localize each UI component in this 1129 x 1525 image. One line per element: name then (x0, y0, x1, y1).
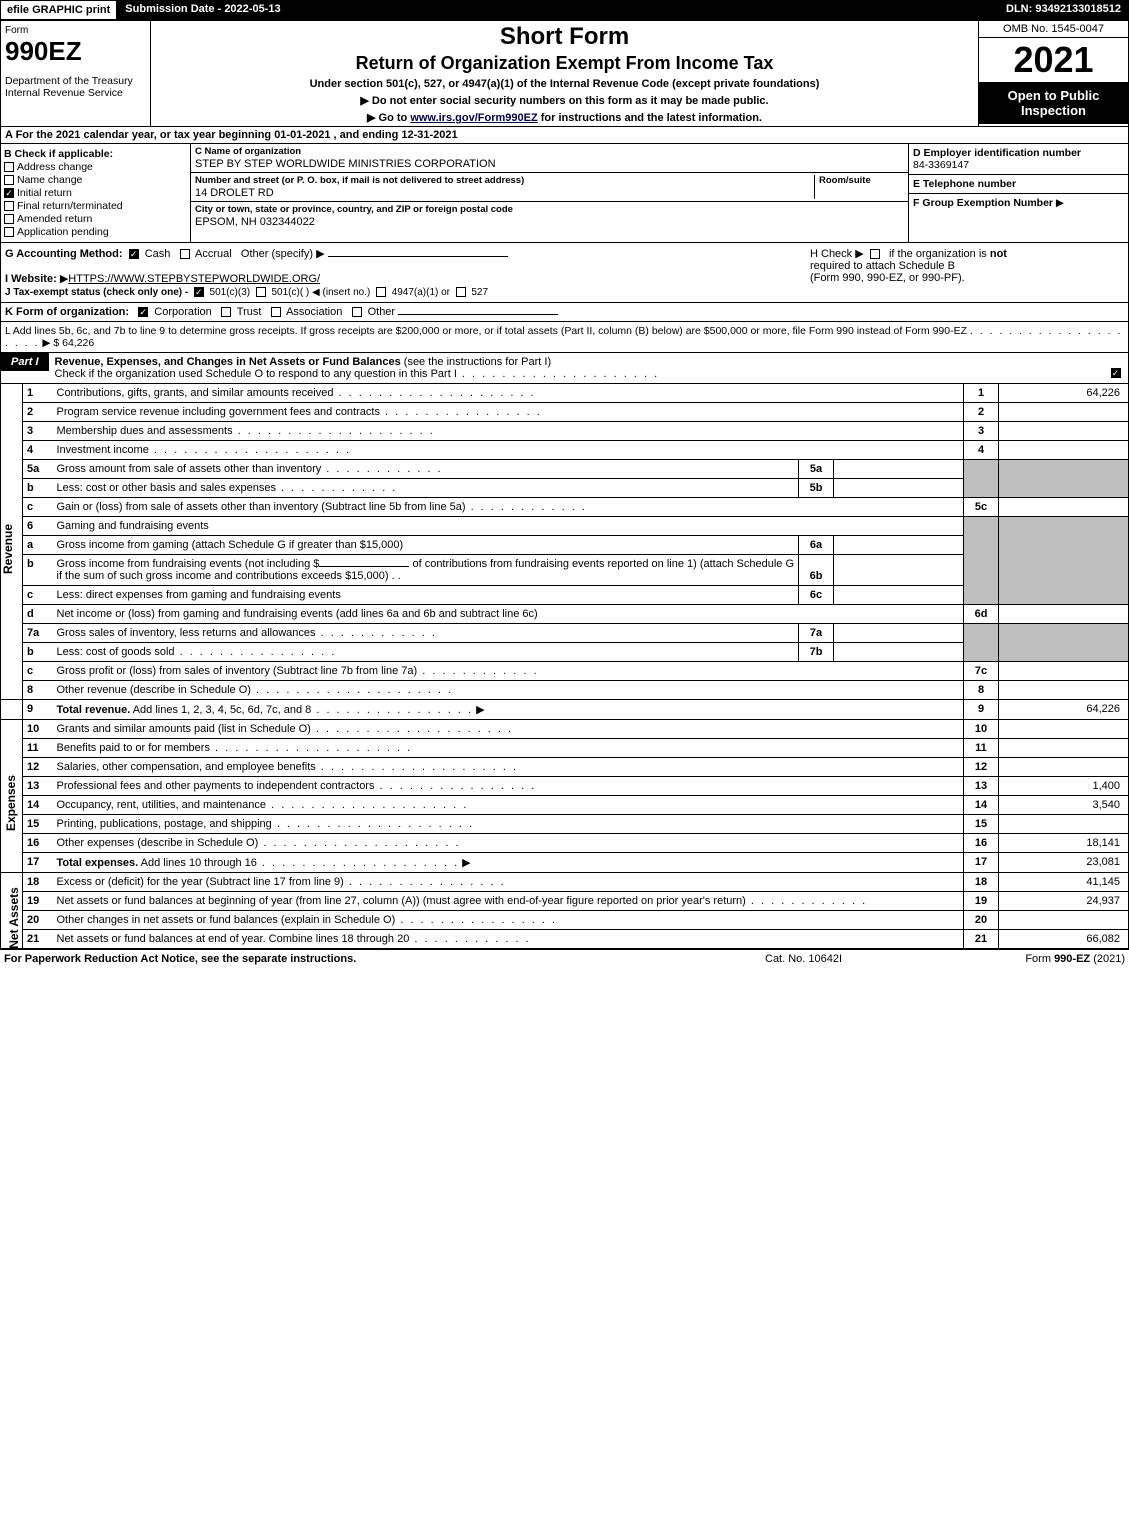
submission-date: Submission Date - 2022-05-13 (117, 0, 288, 20)
ein: 84-3369147 (913, 159, 969, 171)
form-number: 990EZ (5, 36, 146, 67)
check-501c[interactable] (256, 287, 266, 297)
line-18-value: 41,145 (999, 873, 1129, 892)
street-address: 14 DROLET RD (195, 187, 814, 199)
open-to-public: Open to Public Inspection (979, 82, 1128, 124)
page-footer: For Paperwork Reduction Act Notice, see … (0, 949, 1129, 968)
row-k-form-org: K Form of organization: ✓ Corporation Tr… (0, 303, 1129, 322)
box-c-org-name-addr: C Name of organization STEP BY STEP WORL… (191, 144, 908, 242)
check-corporation[interactable]: ✓ (138, 307, 148, 317)
website-url[interactable]: HTTPS://WWW.STEPBYSTEPWORLDWIDE.ORG/ (68, 273, 320, 285)
check-527[interactable] (456, 287, 466, 297)
line-21-value: 66,082 (999, 930, 1129, 949)
return-title: Return of Organization Exempt From Incom… (157, 53, 972, 74)
check-association[interactable] (271, 307, 281, 317)
line-1-value: 64,226 (999, 384, 1129, 403)
gross-receipts-amount: $ 64,226 (53, 337, 94, 349)
top-bar: efile GRAPHIC print Submission Date - 20… (0, 0, 1129, 20)
goto-instructions: ▶ Go to www.irs.gov/Form990EZ for instru… (157, 111, 972, 124)
check-schedule-b[interactable] (870, 249, 880, 259)
revenue-side-label: Revenue (1, 384, 23, 700)
check-schedule-o-part1[interactable]: ✓ (1111, 368, 1121, 378)
part-1-table: Revenue 1 Contributions, gifts, grants, … (0, 384, 1129, 949)
row-l-gross-receipts: L Add lines 5b, 6c, and 7b to line 9 to … (0, 322, 1129, 353)
line-13-value: 1,400 (999, 777, 1129, 796)
check-application-pending[interactable] (4, 227, 14, 237)
row-a-calendar-year: A For the 2021 calendar year, or tax yea… (0, 127, 1129, 144)
efile-print-label[interactable]: efile GRAPHIC print (0, 0, 117, 20)
check-trust[interactable] (221, 307, 231, 317)
line-16-value: 18,141 (999, 834, 1129, 853)
box-b-checkboxes: B Check if applicable: Address change Na… (1, 144, 191, 242)
tax-year: 2021 (979, 38, 1128, 82)
check-amended-return[interactable] (4, 214, 14, 224)
row-g-accounting: G Accounting Method: ✓ Cash Accrual Othe… (0, 243, 1129, 303)
form-word: Form (5, 25, 146, 36)
ssn-warning: Do not enter social security numbers on … (157, 94, 972, 107)
check-4947[interactable] (376, 287, 386, 297)
org-info-grid: B Check if applicable: Address change Na… (0, 144, 1129, 243)
row-h-schedule-b: H Check ▶ if the organization is not req… (804, 247, 1124, 298)
check-initial-return[interactable]: ✓ (4, 188, 14, 198)
department-label: Department of the Treasury Internal Reve… (5, 75, 146, 99)
check-final-return[interactable] (4, 201, 14, 211)
line-14-value: 3,540 (999, 796, 1129, 815)
line-17-value: 23,081 (999, 853, 1129, 873)
check-address-change[interactable] (4, 162, 14, 172)
check-cash[interactable]: ✓ (129, 249, 139, 259)
omb-number: OMB No. 1545-0047 (979, 21, 1128, 38)
part-1-header: Part I Revenue, Expenses, and Changes in… (0, 353, 1129, 384)
short-form-title: Short Form (157, 23, 972, 51)
irs-link[interactable]: www.irs.gov/Form990EZ (410, 112, 537, 124)
expenses-side-label: Expenses (1, 720, 23, 873)
check-accrual[interactable] (180, 249, 190, 259)
dln-label: DLN: 93492133018512 (998, 0, 1129, 20)
under-section: Under section 501(c), 527, or 4947(a)(1)… (157, 78, 972, 90)
org-name: STEP BY STEP WORLDWIDE MINISTRIES CORPOR… (195, 158, 904, 170)
box-d-e-f: D Employer identification number 84-3369… (908, 144, 1128, 242)
check-name-change[interactable] (4, 175, 14, 185)
city-state-zip: EPSOM, NH 032344022 (195, 216, 513, 228)
line-9-value: 64,226 (999, 700, 1129, 720)
check-other-org[interactable] (352, 307, 362, 317)
line-19-value: 24,937 (999, 892, 1129, 911)
check-501c3[interactable]: ✓ (194, 287, 204, 297)
form-header: Form 990EZ Department of the Treasury In… (0, 20, 1129, 127)
netassets-side-label: Net Assets (1, 873, 23, 949)
